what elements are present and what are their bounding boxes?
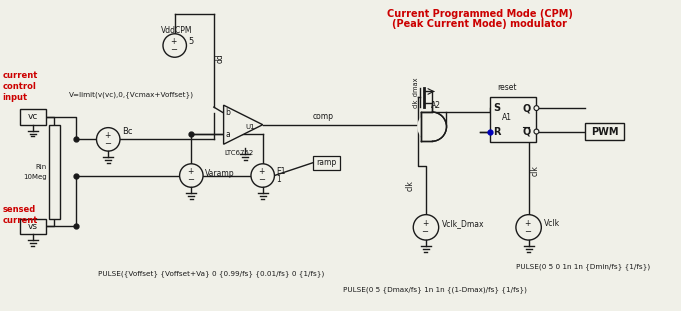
Text: S: S [494,103,501,113]
FancyBboxPatch shape [48,125,61,219]
Circle shape [413,215,439,240]
Text: Current Programmed Mode (CPM): Current Programmed Mode (CPM) [387,9,573,19]
Circle shape [534,129,539,134]
Text: Q: Q [523,103,531,113]
Text: Bc: Bc [122,127,132,136]
Text: A1: A1 [502,114,512,122]
Text: PWM: PWM [591,127,618,137]
Text: PULSE(0 5 {Dmax/fs} 1n 1n {(1-Dmax)/fs} {1/fs}): PULSE(0 5 {Dmax/fs} 1n 1n {(1-Dmax)/fs} … [343,286,526,293]
Text: +: + [259,167,265,176]
FancyBboxPatch shape [585,123,624,140]
Text: b: b [225,109,230,118]
Text: current
control
input: current control input [3,71,38,102]
Text: 1: 1 [276,175,281,184]
Text: (Peak Current Mode) modulator: (Peak Current Mode) modulator [392,19,567,29]
Text: 5: 5 [189,37,193,46]
Text: VddCPM: VddCPM [161,26,193,35]
Text: 10Meg: 10Meg [23,174,46,179]
Text: −: − [258,175,265,184]
Text: a: a [225,130,230,139]
Text: PULSE({Voffset} {Voffset+Va} 0 {0.99/fs} {0.01/fs} 0 {1/fs}): PULSE({Voffset} {Voffset+Va} 0 {0.99/fs}… [99,270,325,277]
Text: dd: dd [216,53,225,63]
Text: +: + [170,37,177,46]
Text: vs: vs [28,222,38,231]
Circle shape [97,128,120,151]
Text: −: − [422,227,428,236]
Text: R: R [494,127,501,137]
FancyBboxPatch shape [313,156,340,170]
Text: comp: comp [313,112,334,121]
Text: −: − [104,139,111,148]
Text: +: + [524,219,530,228]
Text: A2: A2 [431,101,441,110]
Text: reset: reset [497,83,517,92]
Text: −: − [170,45,177,54]
Text: Varamp: Varamp [205,169,235,178]
FancyBboxPatch shape [20,219,46,234]
Text: sensed
current: sensed current [3,205,38,225]
Circle shape [417,112,447,141]
Circle shape [163,34,187,57]
Circle shape [180,164,203,187]
FancyBboxPatch shape [20,109,46,125]
Text: PULSE(0 5 0 1n 1n {Dmin/fs} {1/fs}): PULSE(0 5 0 1n 1n {Dmin/fs} {1/fs}) [516,263,650,270]
Text: U1: U1 [245,124,255,130]
Text: +: + [422,219,428,228]
FancyBboxPatch shape [421,112,432,141]
Text: ramp: ramp [316,158,336,167]
Text: +: + [187,167,193,176]
Text: vc: vc [28,112,38,121]
Text: Rin: Rin [35,164,46,170]
Text: −: − [524,227,531,236]
Text: Vclk_Dmax: Vclk_Dmax [441,219,484,228]
Circle shape [251,164,274,187]
Polygon shape [223,105,263,144]
Text: clk_dmax: clk_dmax [413,77,419,108]
Text: Vclk: Vclk [544,219,560,228]
Text: V=limit(v(vc),0,{Vcmax+Voffset}): V=limit(v(vc),0,{Vcmax+Voffset}) [69,91,194,98]
Text: LTC6752: LTC6752 [225,150,254,156]
FancyBboxPatch shape [490,97,537,142]
Text: clk: clk [405,180,415,191]
Text: E1: E1 [276,167,286,176]
Circle shape [516,215,541,240]
Circle shape [534,106,539,110]
Text: +: + [104,131,110,140]
Text: Q: Q [523,127,531,137]
Text: clk: clk [530,165,539,176]
Text: −: − [187,175,194,184]
